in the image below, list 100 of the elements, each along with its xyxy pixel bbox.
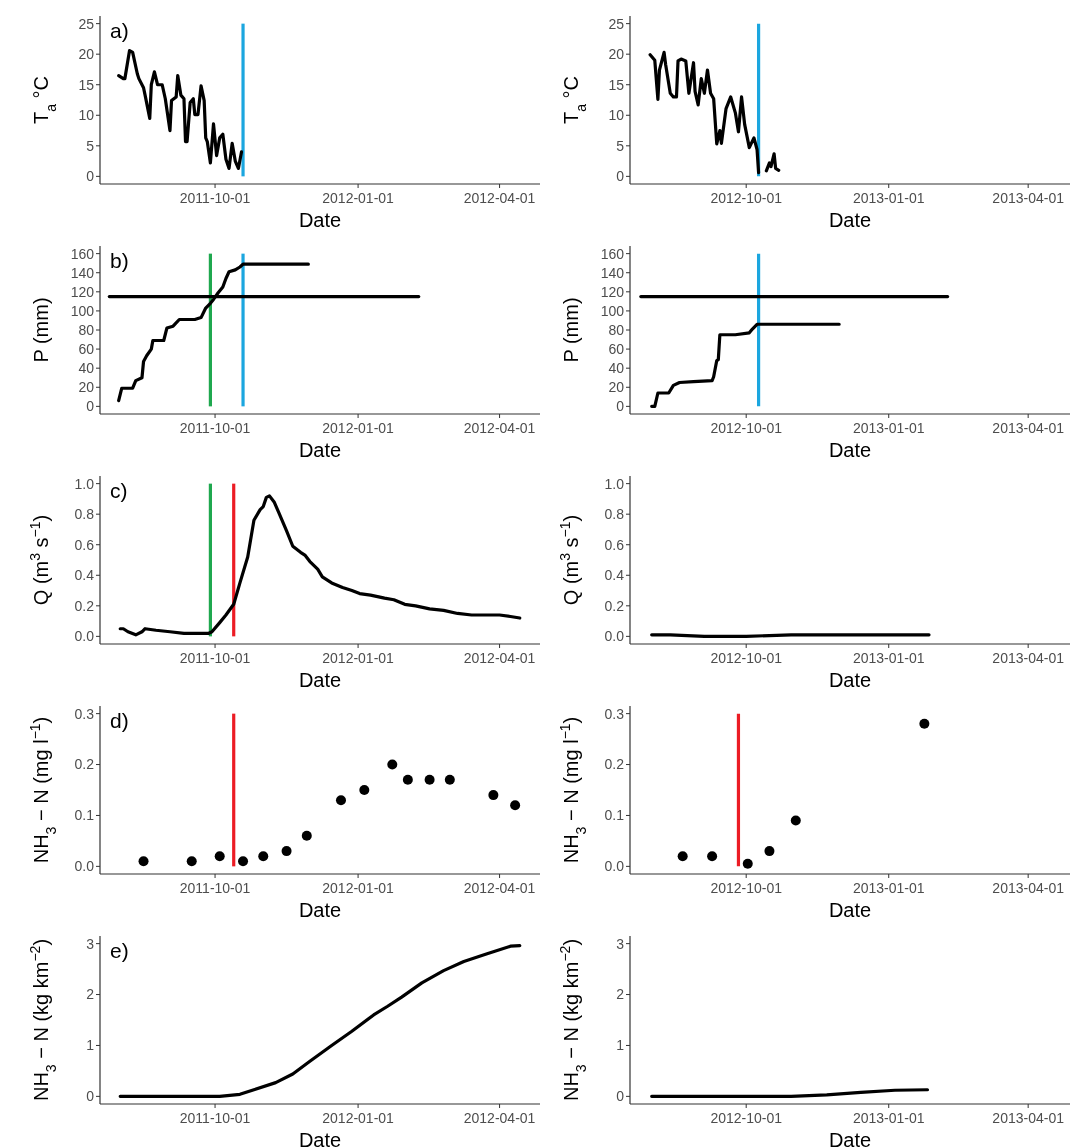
x-tick-label: 2012-10-01 xyxy=(710,1110,783,1126)
y-tick-label: 0.0 xyxy=(74,858,95,875)
x-tick-label: 2012-10-01 xyxy=(710,420,783,436)
y-tick-label: 20 xyxy=(608,379,625,396)
y-tick-label: 1.0 xyxy=(604,475,625,492)
y-tick-label: 140 xyxy=(70,264,95,281)
x-tick-label: 2012-10-01 xyxy=(710,650,783,666)
y-tick-label: 0 xyxy=(616,1088,625,1105)
line-series xyxy=(117,48,244,171)
point xyxy=(238,856,249,867)
y-tick-label: 160 xyxy=(600,245,625,262)
y-tick-label: 40 xyxy=(608,360,625,377)
x-tick-label: 2013-04-01 xyxy=(992,190,1065,206)
y-tick-label: 0.0 xyxy=(74,628,95,645)
y-tick-label: 0.2 xyxy=(74,597,95,614)
x-tick-label: 2012-04-01 xyxy=(463,880,536,896)
y-tick-label: 0.1 xyxy=(74,807,95,824)
x-tick-label: 2012-04-01 xyxy=(463,420,536,436)
x-axis-title: Date xyxy=(298,439,342,461)
y-tick-label: 0.8 xyxy=(604,506,625,523)
point xyxy=(301,830,312,841)
y-tick-label: 2 xyxy=(86,986,95,1003)
annotation: c) xyxy=(110,479,128,502)
y-tick-label: 0.8 xyxy=(74,506,95,523)
y-tick-label: 0 xyxy=(86,168,95,185)
y-tick-label: 0.0 xyxy=(604,858,625,875)
x-axis-title: Date xyxy=(298,1129,342,1148)
x-tick-label: 2013-01-01 xyxy=(852,880,925,896)
x-tick-label: 2013-04-01 xyxy=(992,420,1065,436)
y-tick-label: 3 xyxy=(616,935,625,952)
x-tick-label: 2012-04-01 xyxy=(463,1110,536,1126)
y-tick-label: 0.2 xyxy=(604,756,625,773)
x-tick-label: 2013-01-01 xyxy=(852,420,925,436)
x-tick-label: 2011-10-01 xyxy=(179,880,251,896)
y-tick-label: 0.3 xyxy=(74,705,95,722)
point xyxy=(186,856,197,867)
x-tick-label: 2011-10-01 xyxy=(179,1110,251,1126)
y-tick-label: 0.3 xyxy=(604,705,625,722)
y-tick-label: 0 xyxy=(616,398,625,415)
y-tick-label: 2 xyxy=(616,986,625,1003)
y-tick-label: 60 xyxy=(78,340,95,357)
y-tick-label: 0.4 xyxy=(74,567,95,584)
point xyxy=(258,851,269,862)
x-tick-label: 2011-10-01 xyxy=(179,190,251,206)
y-tick-label: 15 xyxy=(78,76,95,93)
x-tick-label: 2012-01-01 xyxy=(322,1110,395,1126)
point xyxy=(742,858,753,869)
x-tick-label: 2012-04-01 xyxy=(463,650,536,666)
annotation: e) xyxy=(110,939,129,962)
y-tick-label: 25 xyxy=(608,15,625,32)
x-tick-label: 2012-01-01 xyxy=(322,650,395,666)
x-tick-label: 2012-01-01 xyxy=(322,190,395,206)
y-tick-label: 1 xyxy=(616,1037,625,1054)
y-tick-label: 5 xyxy=(616,137,625,154)
point xyxy=(387,759,398,770)
x-tick-label: 2012-10-01 xyxy=(710,880,783,896)
x-tick-label: 2012-04-01 xyxy=(463,190,536,206)
y-tick-label: 0 xyxy=(86,1088,95,1105)
x-tick-label: 2011-10-01 xyxy=(179,420,251,436)
x-axis-title: Date xyxy=(298,209,342,231)
x-tick-label: 2012-01-01 xyxy=(322,880,395,896)
y-tick-label: 15 xyxy=(608,76,625,93)
y-tick-label: 0.1 xyxy=(604,807,625,824)
x-tick-label: 2013-04-01 xyxy=(992,1110,1065,1126)
annotation: d) xyxy=(110,709,129,732)
y-tick-label: 160 xyxy=(70,245,95,262)
point xyxy=(444,774,455,785)
y-tick-label: 0.2 xyxy=(604,597,625,614)
line-series xyxy=(650,322,841,408)
y-tick-label: 0.6 xyxy=(74,536,95,553)
y-tick-label: 0.6 xyxy=(604,536,625,553)
y-tick-label: 0.2 xyxy=(74,756,95,773)
y-axis-title: P (mm) xyxy=(560,297,582,363)
y-tick-label: 20 xyxy=(78,379,95,396)
x-tick-label: 2013-01-01 xyxy=(852,1110,925,1126)
y-tick-label: 1.0 xyxy=(74,475,95,492)
y-axis-title: P (mm) xyxy=(30,297,52,363)
y-tick-label: 0.0 xyxy=(604,628,625,645)
x-tick-label: 2012-01-01 xyxy=(322,420,395,436)
x-tick-label: 2011-10-01 xyxy=(179,650,251,666)
point xyxy=(402,774,413,785)
point xyxy=(138,856,149,867)
x-axis-title: Date xyxy=(828,899,872,921)
point xyxy=(214,851,225,862)
x-axis-title: Date xyxy=(828,1129,872,1148)
x-axis-title: Date xyxy=(828,209,872,231)
y-tick-label: 0 xyxy=(86,398,95,415)
point xyxy=(281,846,292,857)
x-axis-title: Date xyxy=(298,899,342,921)
annotation: a) xyxy=(110,19,129,42)
x-tick-label: 2013-04-01 xyxy=(992,650,1065,666)
y-tick-label: 5 xyxy=(86,137,95,154)
y-tick-label: 140 xyxy=(600,264,625,281)
x-tick-label: 2012-10-01 xyxy=(710,190,783,206)
x-axis-title: Date xyxy=(828,669,872,691)
y-tick-label: 20 xyxy=(608,46,625,63)
x-axis-title: Date xyxy=(298,669,342,691)
point xyxy=(707,851,718,862)
y-tick-label: 10 xyxy=(78,107,95,124)
point xyxy=(335,795,346,806)
